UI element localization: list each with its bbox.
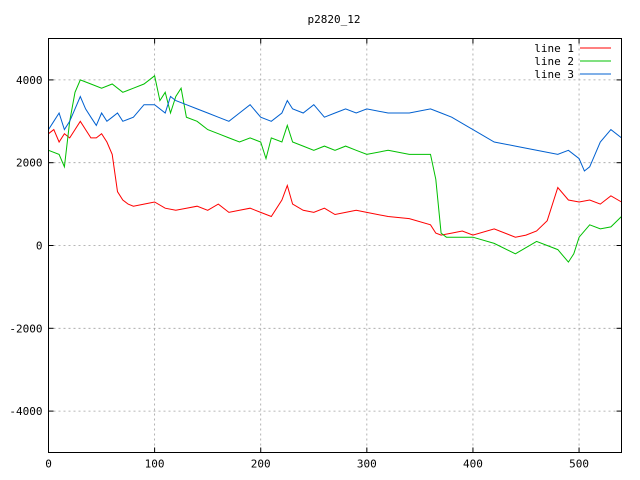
x-tick-label: 100 xyxy=(145,458,165,471)
axis-ticks: 0 100 200 300 400 500 -4000 -2000 0 2000 4000 xyxy=(9,38,622,471)
series-line-1 xyxy=(48,120,622,238)
x-tick-label: 500 xyxy=(569,458,589,471)
x-tick-label: 400 xyxy=(463,458,483,471)
y-tick-label: -4000 xyxy=(9,405,42,418)
series-line-2 xyxy=(48,74,622,263)
x-tick-label: 300 xyxy=(357,458,377,471)
legend-label-1: line 1 xyxy=(534,42,574,55)
x-tick-label: 0 xyxy=(45,458,52,471)
y-tick-label: -2000 xyxy=(9,322,42,335)
chart-title: p2820_12 xyxy=(308,13,361,26)
series-group xyxy=(48,74,622,263)
legend-label-2: line 2 xyxy=(534,55,574,68)
series-line-3 xyxy=(48,95,622,172)
grid xyxy=(48,38,622,453)
y-tick-label: 4000 xyxy=(16,74,43,87)
x-tick-label: 200 xyxy=(251,458,271,471)
y-tick-label: 2000 xyxy=(16,157,43,170)
y-tick-label: 0 xyxy=(36,240,43,253)
legend-label-3: line 3 xyxy=(534,68,574,81)
